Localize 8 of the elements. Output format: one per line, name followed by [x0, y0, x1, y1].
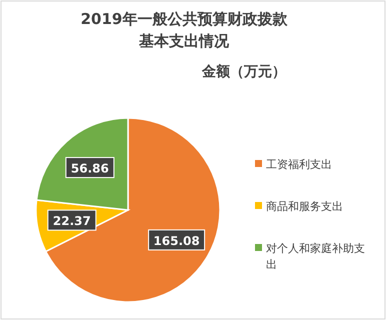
data-label: 22.37	[52, 214, 91, 228]
chart-subtitle: 金额（万元）	[201, 63, 286, 80]
data-label: 165.08	[153, 234, 200, 248]
legend-label: 工资福利支出	[266, 158, 332, 171]
chart-title: 2019年一般公共预算财政拨款基本支出情况	[80, 10, 288, 50]
legend-label: 对个人和家庭补助支出	[266, 242, 365, 271]
data-label: 56.86	[70, 162, 109, 176]
legend-label: 商品和服务支出	[266, 200, 343, 213]
